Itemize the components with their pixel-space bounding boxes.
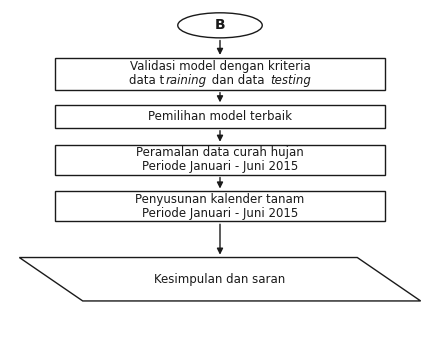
Bar bbox=[55, 105, 385, 128]
Text: Validasi model dengan kriteria: Validasi model dengan kriteria bbox=[130, 60, 310, 73]
Text: Kesimpulan dan saran: Kesimpulan dan saran bbox=[154, 273, 286, 286]
Text: data t: data t bbox=[129, 74, 164, 87]
Text: Penyusunan kalender tanam: Penyusunan kalender tanam bbox=[136, 193, 304, 206]
Text: Pemilihan model terbaik: Pemilihan model terbaik bbox=[148, 110, 292, 123]
Text: raining: raining bbox=[166, 74, 207, 87]
Text: dan data: dan data bbox=[208, 74, 268, 87]
Text: Periode Januari - Juni 2015: Periode Januari - Juni 2015 bbox=[142, 207, 298, 220]
Bar bbox=[55, 145, 385, 175]
Text: Periode Januari - Juni 2015: Periode Januari - Juni 2015 bbox=[142, 160, 298, 173]
Bar bbox=[55, 58, 385, 90]
Bar bbox=[55, 191, 385, 221]
Text: Peramalan data curah hujan: Peramalan data curah hujan bbox=[136, 146, 304, 159]
Text: testing: testing bbox=[270, 74, 311, 87]
Text: B: B bbox=[215, 18, 225, 32]
